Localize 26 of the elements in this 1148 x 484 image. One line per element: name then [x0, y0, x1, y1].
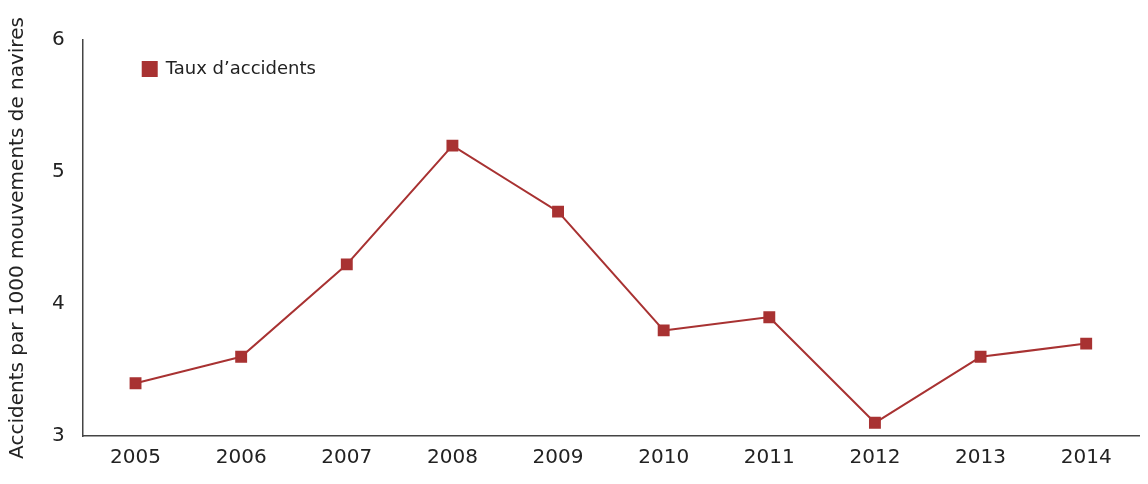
x-tick-label: 2012 — [849, 444, 901, 469]
y-tick-label: 6 — [51, 26, 65, 51]
point — [868, 416, 881, 429]
y-tick-label: 5 — [51, 158, 65, 183]
x-tick-label: 2008 — [426, 444, 478, 469]
point — [235, 350, 248, 363]
x-tick-label: 2013 — [955, 444, 1007, 469]
x-tick-label: 2014 — [1060, 444, 1112, 469]
point — [446, 139, 459, 152]
point — [763, 311, 776, 324]
x-tick-label: 2007 — [321, 444, 373, 469]
y-tick-label: 3 — [51, 422, 65, 447]
y-tick-label: 4 — [51, 290, 65, 315]
y-axis-title: Accidents par 1000 mouvements de navires — [4, 17, 29, 459]
point — [552, 205, 564, 218]
point — [974, 350, 987, 363]
point — [657, 324, 670, 337]
legend-label: Taux d’accidents — [164, 56, 316, 78]
x-tick-label: 2006 — [215, 444, 267, 469]
point — [129, 377, 142, 390]
x-tick-label: 2010 — [638, 444, 690, 469]
point — [1080, 337, 1093, 350]
x-tick-label: 2011 — [743, 444, 795, 469]
x-tick-label: 2009 — [532, 444, 584, 469]
point — [340, 258, 353, 271]
x-tick-label: 2005 — [110, 444, 161, 469]
